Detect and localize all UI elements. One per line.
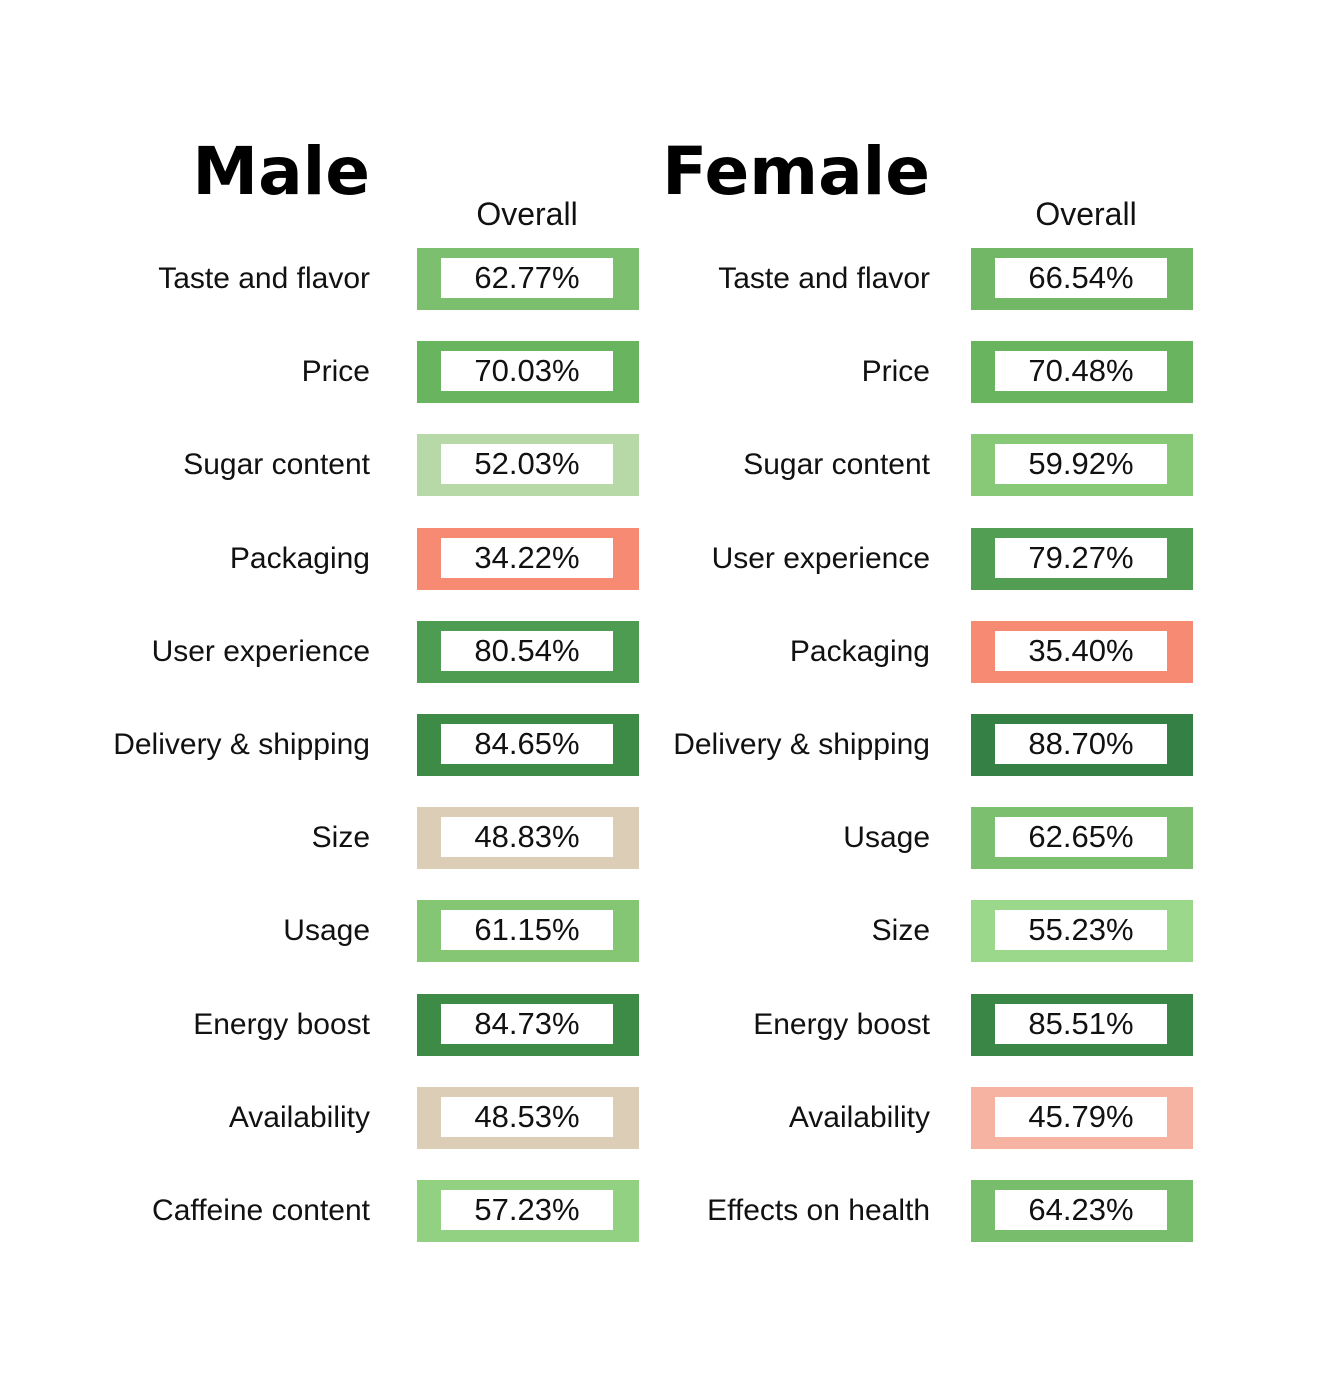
row-label: Delivery & shipping <box>113 728 370 761</box>
table-row: Effects on health 64.23% <box>660 1180 1326 1242</box>
table-row: Price 70.48% <box>660 341 1326 403</box>
value-cell: 79.27% <box>971 528 1193 590</box>
value-cell: 34.22% <box>417 528 639 590</box>
value-cell: 61.15% <box>417 900 639 962</box>
table-row: Usage 61.15% <box>0 900 660 962</box>
female-panel-title: Female <box>662 133 930 210</box>
table-row: User experience 79.27% <box>660 528 1326 590</box>
value-cell: 62.77% <box>417 248 639 310</box>
male-panel: Male Overall Taste and flavor 62.77% Price… <box>0 0 660 1380</box>
value-cell: 80.54% <box>417 621 639 683</box>
value-cell: 52.03% <box>417 434 639 496</box>
value-label: 79.27% <box>995 538 1167 578</box>
value-cell: 35.40% <box>971 621 1193 683</box>
value-cell: 84.73% <box>417 994 639 1056</box>
value-cell: 45.79% <box>971 1087 1193 1149</box>
table-row: Sugar content 52.03% <box>0 434 660 496</box>
male-overall-header: Overall <box>476 196 578 232</box>
row-label: Delivery & shipping <box>673 728 930 761</box>
value-label: 84.73% <box>441 1004 613 1044</box>
value-cell: 85.51% <box>971 994 1193 1056</box>
value-label: 70.03% <box>441 351 613 391</box>
value-cell: 48.83% <box>417 807 639 869</box>
value-label: 61.15% <box>441 910 613 950</box>
table-row: Caffeine content 57.23% <box>0 1180 660 1242</box>
table-row: Usage 62.65% <box>660 807 1326 869</box>
value-cell: 70.48% <box>971 341 1193 403</box>
row-label: Size <box>871 914 930 947</box>
value-label: 62.65% <box>995 817 1167 857</box>
value-label: 34.22% <box>441 538 613 578</box>
value-label: 59.92% <box>995 444 1167 484</box>
table-row: Packaging 35.40% <box>660 621 1326 683</box>
row-label: Energy boost <box>753 1008 930 1041</box>
value-cell: 88.70% <box>971 714 1193 776</box>
value-label: 57.23% <box>441 1190 613 1230</box>
row-label: Sugar content <box>183 448 370 481</box>
value-cell: 62.65% <box>971 807 1193 869</box>
value-label: 84.65% <box>441 724 613 764</box>
table-row: Size 55.23% <box>660 900 1326 962</box>
table-row: Availability 48.53% <box>0 1087 660 1149</box>
row-label: Packaging <box>229 542 370 575</box>
value-cell: 84.65% <box>417 714 639 776</box>
value-cell: 70.03% <box>417 341 639 403</box>
value-cell: 48.53% <box>417 1087 639 1149</box>
row-label: Taste and flavor <box>718 262 930 295</box>
female-overall-header: Overall <box>1035 196 1137 232</box>
table-row: Energy boost 85.51% <box>660 994 1326 1056</box>
row-label: Size <box>311 821 370 854</box>
table-row: Delivery & shipping 84.65% <box>0 714 660 776</box>
row-label: Taste and flavor <box>158 262 370 295</box>
row-label: Usage <box>283 914 370 947</box>
value-label: 85.51% <box>995 1004 1167 1044</box>
value-label: 48.83% <box>441 817 613 857</box>
value-label: 48.53% <box>441 1097 613 1137</box>
row-label: User experience <box>711 542 930 575</box>
row-label: Availability <box>788 1101 930 1134</box>
value-label: 35.40% <box>995 631 1167 671</box>
value-label: 55.23% <box>995 910 1167 950</box>
table-row: User experience 80.54% <box>0 621 660 683</box>
value-label: 64.23% <box>995 1190 1167 1230</box>
value-label: 62.77% <box>441 258 613 298</box>
value-label: 45.79% <box>995 1097 1167 1137</box>
row-label: Availability <box>228 1101 370 1134</box>
value-label: 88.70% <box>995 724 1167 764</box>
row-label: Packaging <box>789 635 930 668</box>
row-label: Price <box>301 355 370 388</box>
row-label: Price <box>861 355 930 388</box>
value-label: 52.03% <box>441 444 613 484</box>
value-cell: 66.54% <box>971 248 1193 310</box>
table-row: Packaging 34.22% <box>0 528 660 590</box>
table-row: Size 48.83% <box>0 807 660 869</box>
value-label: 66.54% <box>995 258 1167 298</box>
value-label: 70.48% <box>995 351 1167 391</box>
value-cell: 64.23% <box>971 1180 1193 1242</box>
table-row: Taste and flavor 62.77% <box>0 248 660 310</box>
value-cell: 55.23% <box>971 900 1193 962</box>
row-label: User experience <box>151 635 370 668</box>
table-row: Availability 45.79% <box>660 1087 1326 1149</box>
value-cell: 57.23% <box>417 1180 639 1242</box>
table-row: Taste and flavor 66.54% <box>660 248 1326 310</box>
row-label: Effects on health <box>707 1194 930 1227</box>
table-row: Sugar content 59.92% <box>660 434 1326 496</box>
male-panel-title: Male <box>192 133 370 210</box>
row-label: Energy boost <box>193 1008 370 1041</box>
row-label: Sugar content <box>743 448 930 481</box>
value-cell: 59.92% <box>971 434 1193 496</box>
table-row: Delivery & shipping 88.70% <box>660 714 1326 776</box>
table-row: Price 70.03% <box>0 341 660 403</box>
row-label: Caffeine content <box>152 1194 370 1227</box>
female-panel: Female Overall Taste and flavor 66.54% Pri… <box>660 0 1326 1380</box>
row-label: Usage <box>843 821 930 854</box>
value-label: 80.54% <box>441 631 613 671</box>
table-row: Energy boost 84.73% <box>0 994 660 1056</box>
